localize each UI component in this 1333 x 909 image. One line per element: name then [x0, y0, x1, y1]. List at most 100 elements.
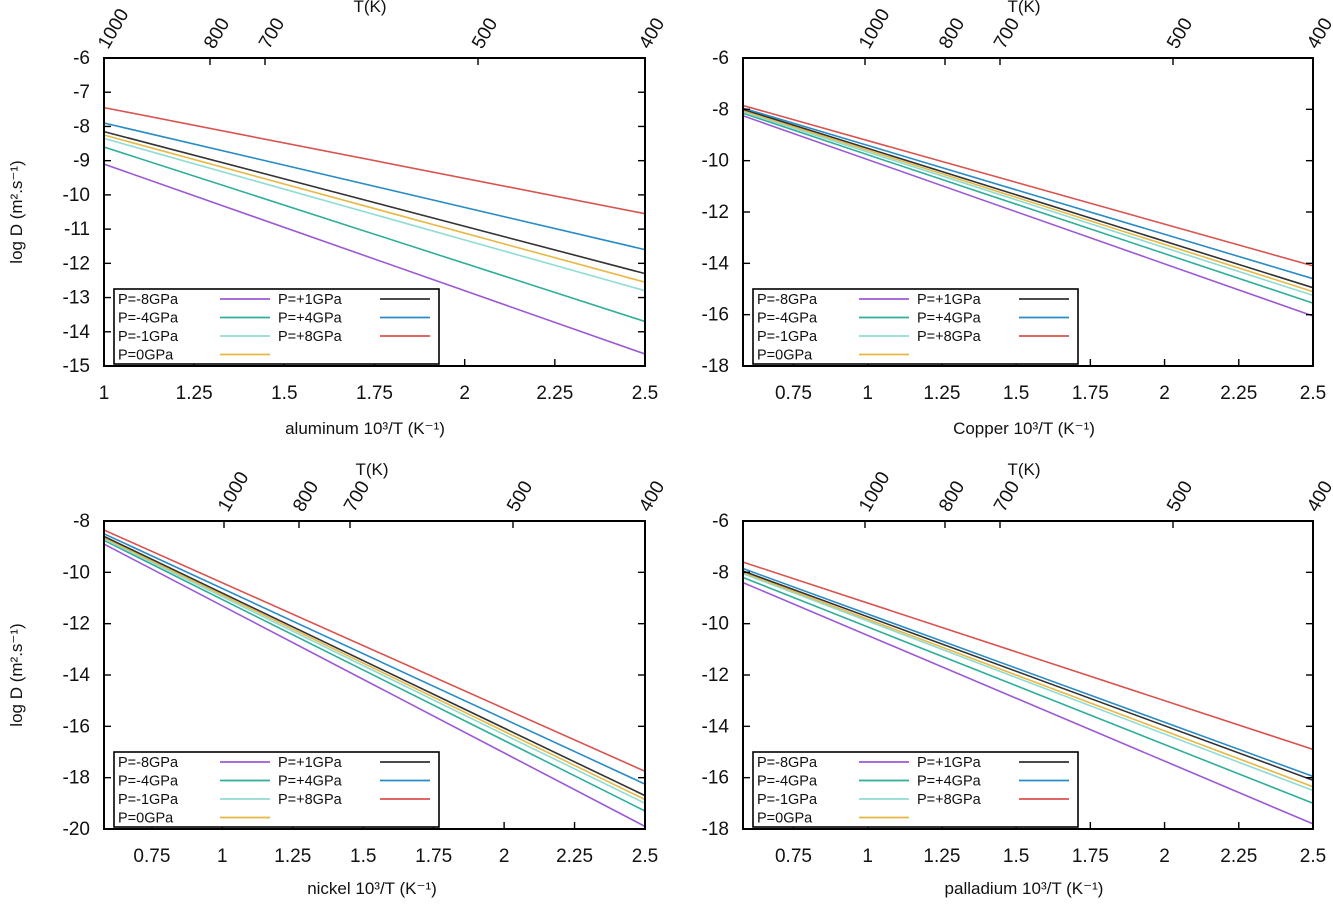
series-line-P=+4GPa [103, 122, 646, 251]
x-tick-label: 0.75 [133, 846, 170, 867]
series-line-P=-1GPa [103, 538, 646, 805]
legend-label: P=+8GPa [278, 329, 343, 345]
series-line-P=+4GPa [742, 567, 1314, 778]
top-tick-label: 700 [255, 15, 289, 53]
top-tick-label: 800 [289, 478, 323, 516]
y-tick-label: -9 [73, 151, 90, 172]
top-tick-label: 500 [503, 478, 537, 516]
series-line-P=0GPa [742, 571, 1314, 788]
top-tick-label: 500 [1163, 15, 1197, 53]
y-tick-label: -11 [64, 219, 90, 240]
y-tick-label: -14 [63, 322, 91, 343]
y-tick-label: -8 [712, 99, 729, 120]
top-tick-label: 700 [990, 478, 1024, 516]
chart-panel-3: -8 -10 -12 -14 -16 -18 -20 0.75 1 1.25 1.5 1.75 2 2.2… [7, 460, 669, 898]
top-tick-label: 1000 [94, 5, 133, 52]
top-tick-label: 400 [635, 15, 669, 53]
legend-box [752, 288, 1079, 365]
y-tick-label: -14 [702, 253, 730, 274]
legend-label: P=-4GPa [757, 311, 818, 327]
x-tick-label: 2.5 [632, 846, 658, 867]
top-axis-label: T(K) [1007, 0, 1040, 16]
legend-label: P=+8GPa [917, 329, 982, 345]
series-line-P=-1GPa [742, 572, 1314, 792]
legend-label: P=0GPa [757, 811, 813, 827]
x-tick-label: 2.25 [536, 383, 573, 404]
top-tick-label: 400 [1303, 478, 1333, 516]
top-axis-label: T(K) [353, 0, 386, 16]
x-tick-label: 1.5 [350, 846, 376, 867]
x-tick-label: 0.75 [775, 383, 812, 404]
top-tick-label: 1000 [855, 468, 894, 515]
legend-label: P=0GPa [118, 811, 174, 827]
series-line-P=-4GPa [742, 576, 1314, 805]
top-tick-label: 700 [990, 15, 1024, 53]
top-tick-label: 800 [200, 15, 234, 53]
y-tick-label: -12 [702, 202, 729, 223]
x-tick-label: 1.75 [1072, 846, 1109, 867]
x-tick-label: 2 [459, 383, 470, 404]
legend-label: P=-1GPa [757, 329, 818, 345]
series-line-P=-8GPa [742, 581, 1314, 825]
top-tick-label: 400 [635, 478, 669, 516]
x-tick-label: 1 [862, 383, 873, 404]
series-line-P=-8GPa [103, 163, 646, 355]
x-tick-label: 2 [499, 846, 510, 867]
x-tick-label: 0.75 [775, 846, 812, 867]
series-line-P=+4GPa [103, 533, 646, 785]
x-axis-label: nickel 10³/T (K⁻¹) [307, 879, 437, 898]
series-line-P=+4GPa [742, 107, 1314, 280]
x-axis-label: aluminum 10³/T (K⁻¹) [285, 419, 445, 438]
legend-label: P=-1GPa [118, 792, 179, 808]
top-tick-label: 800 [935, 478, 969, 516]
y-tick-label: -12 [702, 665, 729, 686]
x-tick-label: 1.25 [923, 383, 960, 404]
x-tick-label: 1.5 [1003, 846, 1029, 867]
series-line-P=+1GPa [742, 570, 1314, 781]
legend: P=-8GPa P=-4GPa P=-1GPa P=0GPa P=+1GPa P=+4GP… [113, 751, 440, 828]
legend-label: P=-1GPa [757, 792, 818, 808]
legend-label: P=+1GPa [917, 755, 982, 771]
legend-label: P=+4GPa [917, 774, 982, 790]
x-tick-label: 2 [1159, 383, 1170, 404]
x-tick-label: 2 [1159, 846, 1170, 867]
y-tick-label: -18 [702, 356, 729, 377]
legend-label: P=+4GPa [278, 774, 343, 790]
legend-box [113, 288, 440, 365]
legend-label: P=+1GPa [278, 292, 343, 308]
series-line-P=0GPa [103, 536, 646, 801]
legend: P=-8GPa P=-4GPa P=-1GPa P=0GPa P=+1GPa P=+4GP… [113, 288, 440, 365]
y-tick-label: -10 [63, 185, 90, 206]
y-axis-label: log D (m².s⁻¹) [7, 623, 26, 726]
x-tick-label: 2.5 [632, 383, 658, 404]
y-tick-label: -8 [73, 116, 90, 137]
x-tick-label: 2.5 [1300, 383, 1326, 404]
top-tick-label: 500 [468, 15, 502, 53]
x-tick-label: 2.25 [1220, 846, 1257, 867]
legend-label: P=+1GPa [278, 755, 343, 771]
legend-label: P=-1GPa [118, 329, 179, 345]
y-tick-label: -15 [63, 356, 90, 377]
legend-label: P=-8GPa [757, 755, 818, 771]
legend-label: P=-8GPa [757, 292, 818, 308]
series-line-P=+8GPa [742, 104, 1314, 267]
series-line-P=-4GPa [103, 146, 646, 323]
series-line-P=+1GPa [103, 130, 646, 275]
top-tick-label: 1000 [214, 468, 253, 515]
series-line-P=0GPa [103, 134, 646, 283]
y-tick-label: -18 [63, 768, 90, 789]
legend-label: P=-4GPa [757, 774, 818, 790]
x-tick-label: 1 [217, 846, 228, 867]
y-tick-label: -16 [702, 305, 729, 326]
y-tick-label: -8 [712, 562, 729, 583]
x-tick-label: 2.5 [1300, 846, 1326, 867]
series-line-P=-8GPa [103, 543, 646, 828]
y-tick-label: -6 [73, 48, 90, 69]
legend-label: P=+1GPa [917, 292, 982, 308]
x-axis-label: palladium 10³/T (K⁻¹) [945, 879, 1104, 898]
y-tick-label: -16 [63, 716, 90, 737]
x-tick-label: 1.75 [356, 383, 393, 404]
y-tick-label: -6 [712, 48, 729, 69]
legend-label: P=-4GPa [118, 774, 179, 790]
